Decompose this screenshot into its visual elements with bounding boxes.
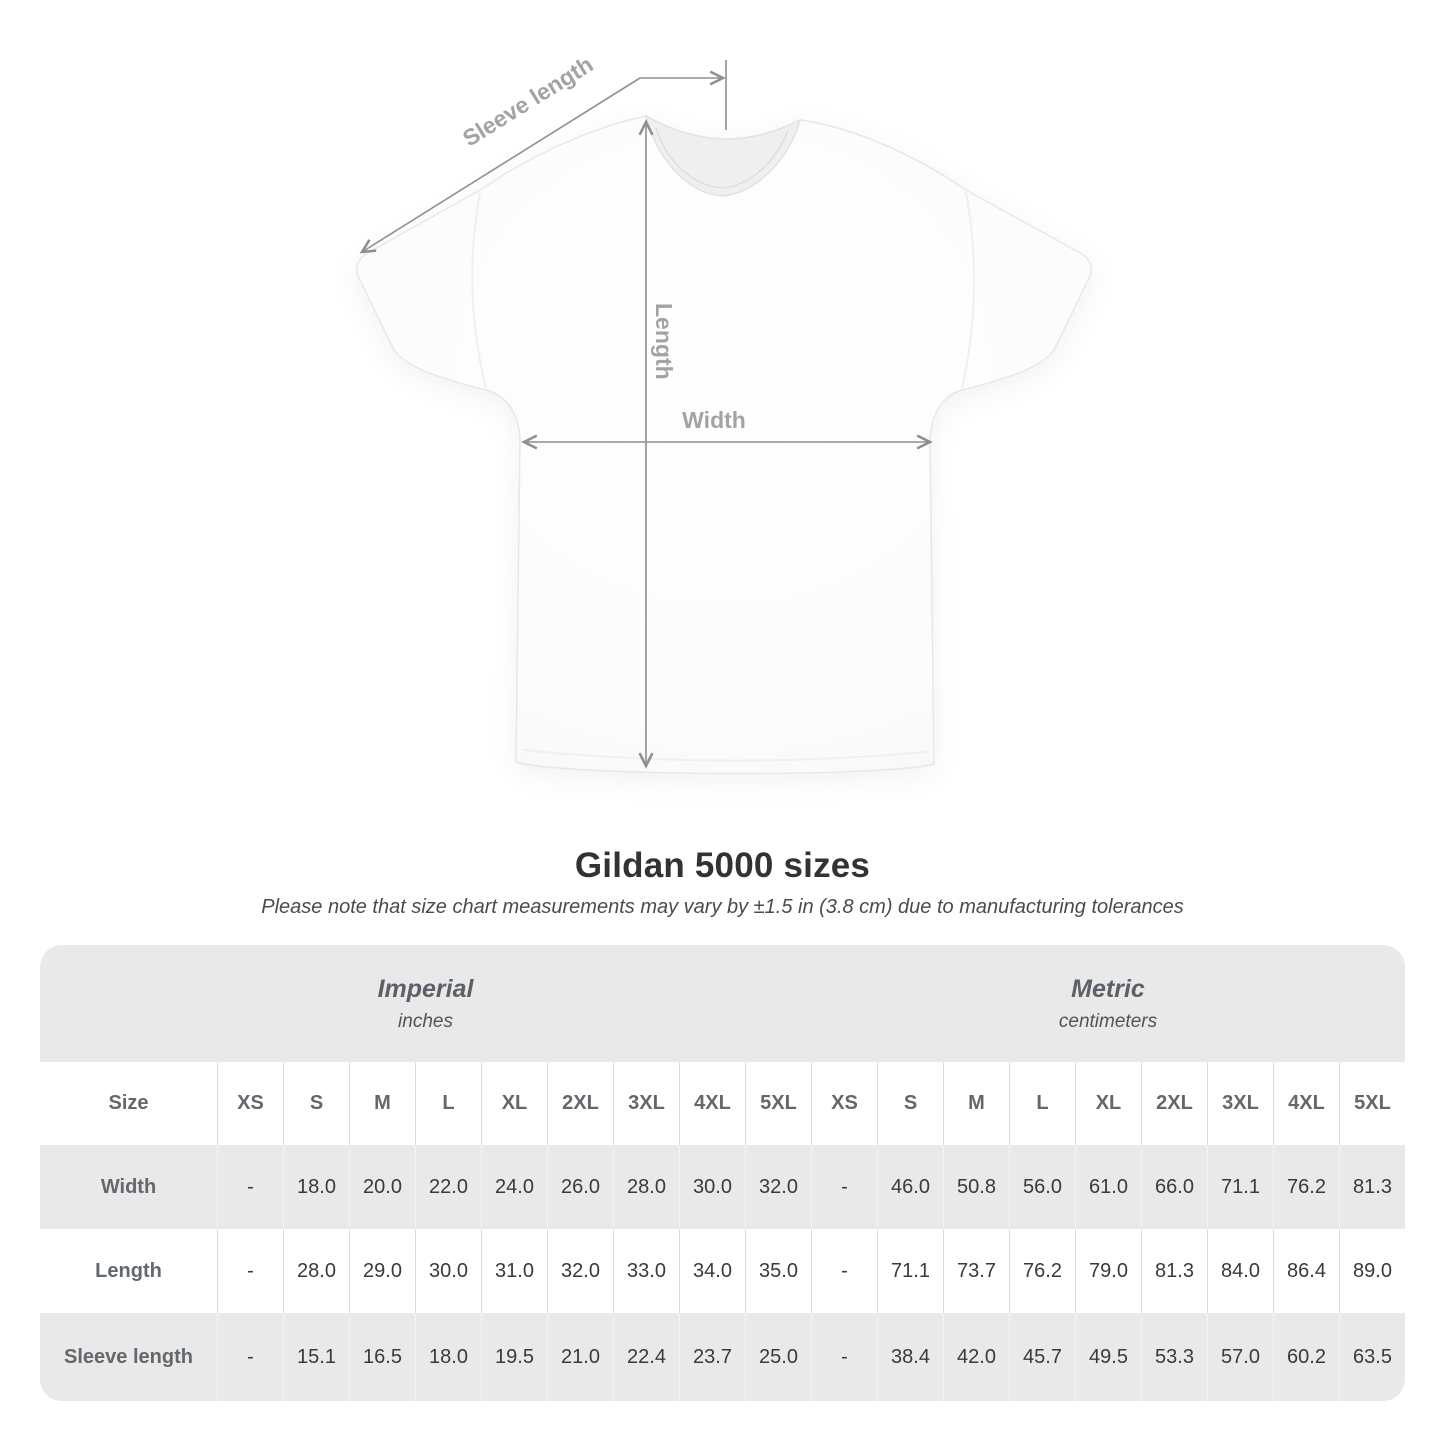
metric-value-cell: - [811,1313,877,1401]
imperial-value-cell: 30.0 [679,1145,745,1229]
metric-section-title: Metric [1071,974,1145,1003]
page-title: Gildan 5000 sizes [574,846,871,885]
imperial-value-cell: - [217,1313,283,1401]
imperial-value-cell: 20.0 [349,1145,415,1229]
metric-section-header: Metric centimeters [811,945,1405,1062]
tshirt-diagram-svg: Sleeve length Length Width [356,51,1092,775]
unit-header-band: Imperial inches Metric centimeters [40,945,1405,1062]
metric-value-cell: 60.2 [1273,1313,1339,1401]
metric-value-cell: 81.3 [1339,1145,1405,1229]
metric-value-cell: 76.2 [1009,1229,1075,1313]
metric-value-cell: 56.0 [1009,1145,1075,1229]
metric-size-col-header: 4XL [1273,1062,1339,1145]
metric-value-cell: 76.2 [1273,1145,1339,1229]
metric-value-cell: - [811,1229,877,1313]
tshirt-diagram: Sleeve length Length Width [356,51,1092,775]
imperial-size-col-header: 4XL [679,1062,745,1145]
imperial-value-cell: - [217,1229,283,1313]
measurement-row: Sleeve length -15.1 16.5 18.0 19.5 21.0 22.4 23… [40,1313,1405,1401]
metric-value-cell: 61.0 [1075,1145,1141,1229]
imperial-value-cell: 35.0 [745,1229,811,1313]
metric-value-cell: 57.0 [1207,1313,1273,1401]
imperial-value-cell: 28.0 [283,1229,349,1313]
metric-value-cell: 86.4 [1273,1229,1339,1313]
metric-value-cell: 63.5 [1339,1313,1405,1401]
measurement-row-label: Length [95,1259,162,1282]
metric-size-col-header: 2XL [1141,1062,1207,1145]
imperial-value-cell: - [217,1145,283,1229]
size-chart-table: Imperial inches Metric centimeters Size X… [40,945,1405,1401]
measurement-row: Length -28.0 29.0 30.0 31.0 32.0 33.0 34.0 35.0-… [40,1229,1405,1313]
measurement-arrows [359,60,933,769]
metric-size-col-header: XS [811,1062,877,1145]
metric-size-col-header: S [877,1062,943,1145]
imperial-value-cell: 34.0 [679,1229,745,1313]
imperial-value-cell: 28.0 [613,1145,679,1229]
measurement-row: Width -18.0 20.0 22.0 24.0 26.0 28.0 30.0 32.0-4… [40,1145,1405,1229]
imperial-value-cell: 29.0 [349,1229,415,1313]
metric-section-unit: centimeters [1058,1010,1158,1032]
metric-value-cell: 49.5 [1075,1313,1141,1401]
metric-value-cell: 45.7 [1009,1313,1075,1401]
metric-size-col-header: XL [1075,1062,1141,1145]
imperial-section-header: Imperial inches [40,945,811,1062]
imperial-value-cell: 30.0 [415,1229,481,1313]
tshirt-graphic [356,114,1092,775]
imperial-value-cell: 19.5 [481,1313,547,1401]
size-chart-grid: Size XS S M L XL 2XL 3XL 4XL 5XL XS S M L XL 2XL 3XL 4XL 5… [40,1062,1405,1401]
metric-size-col-header: 5XL [1339,1062,1405,1145]
imperial-value-cell: 22.0 [415,1145,481,1229]
sleeve-length-label: Sleeve length [458,51,598,152]
metric-value-cell: 71.1 [1207,1145,1273,1229]
size-header-row: Size XS S M L XL 2XL 3XL 4XL 5XL XS S M L XL 2XL 3XL 4XL 5… [40,1062,1405,1145]
metric-value-cell: 89.0 [1339,1229,1405,1313]
measurement-row-label: Sleeve length [64,1345,193,1368]
metric-value-cell: 42.0 [943,1313,1009,1401]
metric-value-cell: - [811,1145,877,1229]
size-header-label: Size [108,1092,149,1114]
imperial-value-cell: 31.0 [481,1229,547,1313]
metric-value-cell: 71.1 [877,1229,943,1313]
length-label: Length [651,303,677,380]
imperial-value-cell: 26.0 [547,1145,613,1229]
metric-value-cell: 84.0 [1207,1229,1273,1313]
imperial-section-unit: inches [398,1010,453,1032]
metric-size-col-header: L [1009,1062,1075,1145]
metric-size-col-header: M [943,1062,1009,1145]
imperial-value-cell: 21.0 [547,1313,613,1401]
metric-size-col-header: 3XL [1207,1062,1273,1145]
imperial-size-col-header: 2XL [547,1062,613,1145]
width-label: Width [682,407,746,433]
metric-value-cell: 53.3 [1141,1313,1207,1401]
metric-value-cell: 81.3 [1141,1229,1207,1313]
imperial-value-cell: 23.7 [679,1313,745,1401]
imperial-size-col-header: 5XL [745,1062,811,1145]
imperial-size-col-header: M [349,1062,415,1145]
measurement-row-label: Width [100,1175,157,1198]
imperial-section-title: Imperial [377,974,474,1003]
imperial-value-cell: 22.4 [613,1313,679,1401]
metric-value-cell: 66.0 [1141,1145,1207,1229]
imperial-size-col-header: L [415,1062,481,1145]
imperial-value-cell: 16.5 [349,1313,415,1401]
metric-value-cell: 46.0 [877,1145,943,1229]
imperial-value-cell: 32.0 [547,1229,613,1313]
metric-value-cell: 38.4 [877,1313,943,1401]
metric-value-cell: 73.7 [943,1229,1009,1313]
imperial-value-cell: 32.0 [745,1145,811,1229]
tolerance-note: Please note that size chart measurements… [261,896,1184,918]
metric-value-cell: 50.8 [943,1145,1009,1229]
imperial-value-cell: 18.0 [283,1145,349,1229]
sleeve-length-arrow [359,70,726,254]
imperial-value-cell: 15.1 [283,1313,349,1401]
imperial-size-col-header: XL [481,1062,547,1145]
imperial-value-cell: 24.0 [481,1145,547,1229]
imperial-size-col-header: XS [217,1062,283,1145]
imperial-size-col-header: S [283,1062,349,1145]
imperial-size-col-header: 3XL [613,1062,679,1145]
metric-value-cell: 79.0 [1075,1229,1141,1313]
imperial-value-cell: 33.0 [613,1229,679,1313]
imperial-value-cell: 25.0 [745,1313,811,1401]
imperial-value-cell: 18.0 [415,1313,481,1401]
